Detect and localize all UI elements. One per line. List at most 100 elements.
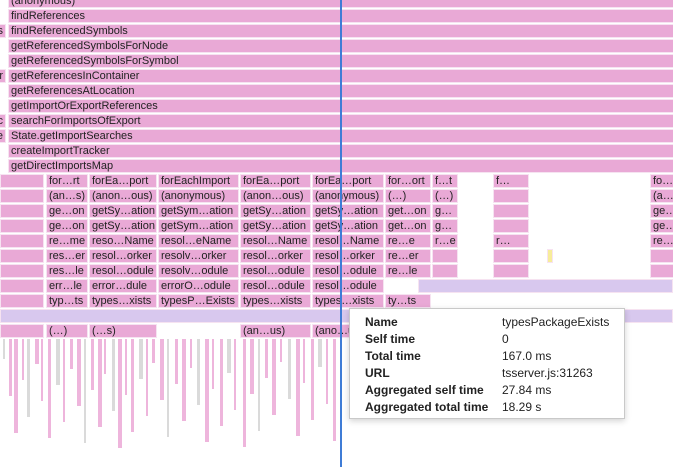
flame-frame[interactable] xyxy=(84,339,86,443)
flame-frame[interactable]: (a… xyxy=(650,189,673,203)
flame-frame[interactable]: resol…odule xyxy=(240,264,311,278)
flame-frame[interactable] xyxy=(493,219,529,233)
flame-frame[interactable] xyxy=(243,339,246,447)
flame-frame[interactable]: typ…ts xyxy=(46,294,88,308)
flame-frame[interactable] xyxy=(220,339,223,426)
flame-frame[interactable]: getSym…ation xyxy=(158,204,239,218)
flame-frame[interactable] xyxy=(77,339,81,406)
flame-frame[interactable]: (anonymous) xyxy=(158,189,239,203)
flame-frame[interactable] xyxy=(48,339,51,438)
flame-frame[interactable]: (an…us) xyxy=(240,324,311,338)
flame-frame[interactable]: forEa…port xyxy=(240,174,311,188)
flame-frame[interactable]: ge…on xyxy=(46,204,88,218)
flame-frame[interactable]: getSy…ation xyxy=(312,219,384,233)
flame-frame[interactable] xyxy=(234,339,236,410)
flame-frame[interactable]: ty…ts xyxy=(385,294,431,308)
flame-frame[interactable] xyxy=(418,279,673,293)
flame-frame[interactable]: for…rt xyxy=(46,174,88,188)
flame-frame[interactable]: fo… xyxy=(650,174,673,188)
flame-frame[interactable] xyxy=(0,189,44,203)
flame-frame[interactable]: r…e xyxy=(432,234,458,248)
flame-frame[interactable] xyxy=(118,339,122,448)
flame-frame[interactable]: getSy…ation xyxy=(312,204,384,218)
flame-frame[interactable]: r xyxy=(0,69,6,83)
flame-frame[interactable]: for…ort xyxy=(385,174,431,188)
flame-frame[interactable]: (anon…ous) xyxy=(240,189,311,203)
flame-frame[interactable]: f…t xyxy=(432,174,458,188)
flame-frame[interactable]: ge…on xyxy=(46,219,88,233)
flame-frame[interactable]: getSy…ation xyxy=(240,219,311,233)
flame-frame[interactable]: resol…Name xyxy=(240,234,311,248)
flame-frame[interactable]: resol…odule xyxy=(89,264,157,278)
flame-frame[interactable] xyxy=(0,219,44,233)
flame-frame[interactable] xyxy=(650,264,673,278)
flame-frame[interactable] xyxy=(318,339,322,367)
flame-frame[interactable] xyxy=(98,339,102,427)
flame-frame[interactable]: types…xists xyxy=(312,294,384,308)
flame-frame[interactable] xyxy=(432,249,458,263)
flame-frame[interactable] xyxy=(152,339,155,363)
flame-frame[interactable] xyxy=(182,339,186,421)
flame-frame[interactable] xyxy=(227,339,231,373)
flame-frame[interactable] xyxy=(258,339,260,431)
flame-frame[interactable] xyxy=(296,339,300,436)
flame-frame[interactable] xyxy=(212,339,214,389)
flame-frame[interactable] xyxy=(22,339,24,380)
flame-frame[interactable] xyxy=(326,339,328,404)
flame-frame[interactable]: resol…odule xyxy=(312,264,384,278)
flame-frame[interactable] xyxy=(125,339,127,395)
flame-frame[interactable] xyxy=(0,174,44,188)
flame-frame[interactable] xyxy=(70,339,73,369)
flame-frame[interactable]: getSy…ation xyxy=(89,204,157,218)
flame-frame[interactable]: getSy…ation xyxy=(240,204,311,218)
flame-frame[interactable]: re…me xyxy=(46,234,88,248)
flame-frame[interactable]: r… xyxy=(493,234,529,248)
flame-frame[interactable]: ls xyxy=(0,24,6,38)
flame-frame[interactable] xyxy=(160,339,164,400)
flame-frame[interactable] xyxy=(250,339,254,394)
flame-frame[interactable]: e xyxy=(0,129,6,143)
flame-frame[interactable]: errorO…odule xyxy=(158,279,239,293)
flame-frame[interactable] xyxy=(131,339,134,432)
flame-frame[interactable]: (…s) xyxy=(89,324,157,338)
flame-frame[interactable] xyxy=(14,339,18,433)
flame-frame[interactable]: (anon…ous) xyxy=(89,189,157,203)
flame-frame[interactable] xyxy=(650,249,673,263)
flame-frame[interactable] xyxy=(104,339,106,374)
flame-frame[interactable] xyxy=(303,339,305,383)
flame-frame[interactable] xyxy=(56,339,60,385)
flame-frame[interactable] xyxy=(3,339,5,359)
flame-frame[interactable]: forEa…port xyxy=(312,174,384,188)
flame-frame[interactable]: re…er xyxy=(385,249,431,263)
flame-frame[interactable]: forEachImport xyxy=(158,174,239,188)
flame-frame[interactable]: types…xists xyxy=(89,294,157,308)
flame-frame[interactable]: resol…Name xyxy=(312,234,384,248)
flame-frame[interactable]: ge… xyxy=(650,204,673,218)
flame-frame[interactable] xyxy=(205,339,209,442)
flame-frame[interactable]: c xyxy=(0,114,6,128)
flame-frame[interactable]: types…xists xyxy=(240,294,311,308)
flame-frame[interactable]: (anonymous) xyxy=(312,189,384,203)
flame-frame[interactable]: reso…Name xyxy=(89,234,157,248)
flame-frame[interactable] xyxy=(35,339,39,364)
flame-frame[interactable]: res…er xyxy=(46,249,88,263)
flame-frame[interactable] xyxy=(547,249,553,263)
flame-frame[interactable]: (…) xyxy=(385,189,431,203)
flame-frame[interactable]: (…) xyxy=(432,189,458,203)
flame-frame[interactable] xyxy=(493,189,529,203)
flame-frame[interactable]: resol…odule xyxy=(312,279,384,293)
flame-frame[interactable] xyxy=(175,339,178,384)
flame-frame[interactable]: resol…orker xyxy=(240,249,311,263)
flame-frame[interactable]: g… xyxy=(432,219,458,233)
flame-frame[interactable] xyxy=(0,279,44,293)
flame-frame[interactable] xyxy=(0,234,44,248)
flame-frame[interactable] xyxy=(0,249,44,263)
flame-frame[interactable]: (…) xyxy=(46,324,88,338)
flame-frame[interactable]: get…on xyxy=(385,219,431,233)
flame-frame[interactable]: get…on xyxy=(385,204,431,218)
flame-frame[interactable]: resol…eName xyxy=(158,234,239,248)
flame-frame[interactable] xyxy=(63,339,65,422)
flame-frame[interactable]: re…le xyxy=(385,264,431,278)
flame-frame[interactable]: re…e xyxy=(385,234,431,248)
flame-frame[interactable] xyxy=(146,339,148,416)
